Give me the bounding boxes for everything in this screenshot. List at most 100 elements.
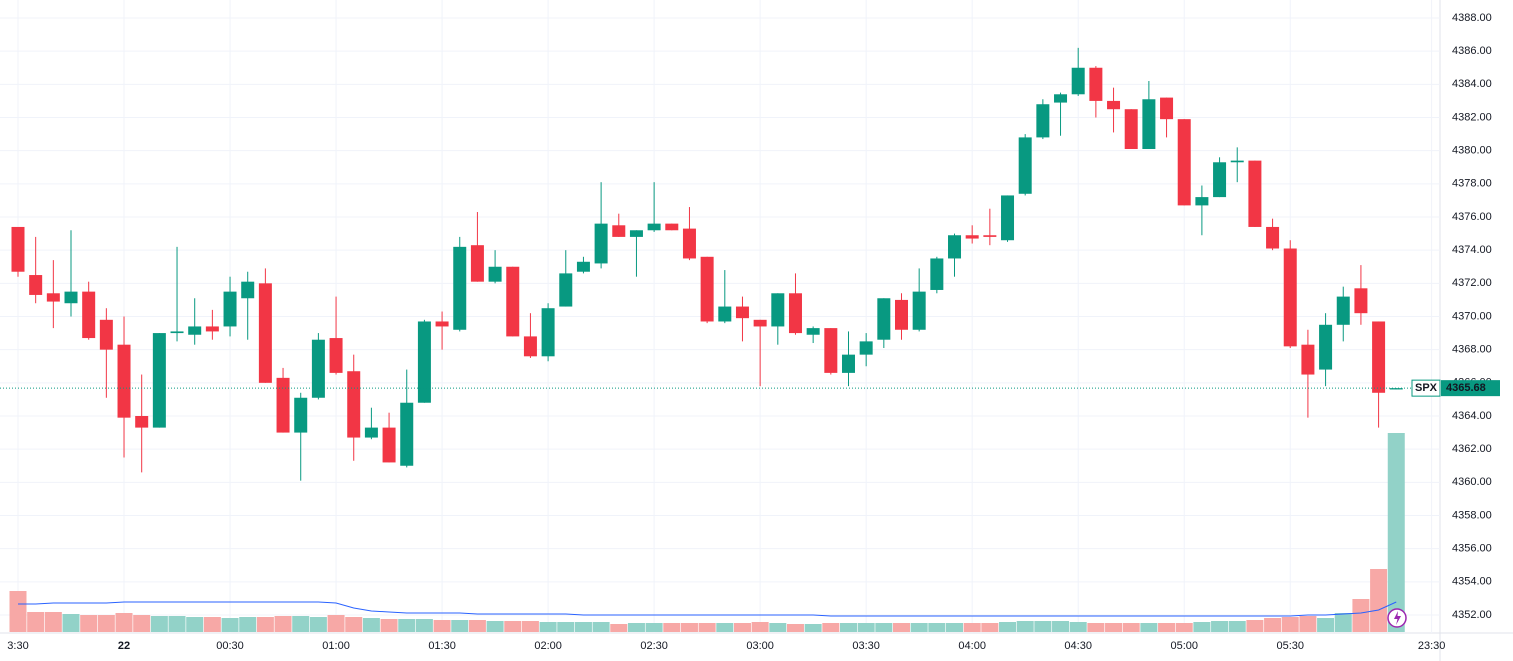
volume-bar	[256, 617, 274, 632]
x-tick-label: 22	[118, 640, 130, 652]
volume-bar	[1264, 618, 1282, 632]
candle-body	[364, 427, 378, 438]
candle-body	[665, 223, 679, 231]
axes: 4352.00 4354.00 4356.00 4358.00 4360.00 4362.…	[0, 12, 1500, 652]
y-tick-label: 4364.00	[1452, 410, 1492, 422]
candle-body	[1248, 160, 1262, 227]
x-tick-label: 03:00	[746, 640, 774, 652]
candle-body	[347, 371, 361, 438]
x-tick-label: 02:30	[640, 640, 668, 652]
y-tick-label: 4356.00	[1452, 543, 1492, 555]
volume-bar	[1211, 621, 1229, 632]
candle-body	[1142, 99, 1156, 150]
volume-bar	[680, 623, 698, 632]
x-tick-label: 00:30	[216, 640, 244, 652]
volume-bar	[345, 617, 363, 632]
price-tag	[1441, 380, 1500, 397]
volume-bar	[1122, 623, 1140, 632]
candle-body	[188, 326, 202, 335]
x-tick-label: 01:00	[322, 640, 350, 652]
candle-body	[541, 308, 555, 357]
candle-body	[576, 261, 590, 272]
candle-body	[629, 230, 643, 237]
volume-bar	[928, 623, 946, 632]
candle-body	[594, 223, 608, 264]
volume-bar	[44, 612, 62, 632]
x-tick-label: 04:30	[1064, 640, 1092, 652]
candle-body	[99, 319, 113, 350]
x-tick-label: 05:00	[1170, 640, 1198, 652]
volume-bar	[1052, 621, 1070, 632]
candle-body	[877, 298, 891, 340]
candle-body	[46, 293, 60, 302]
candle-body	[841, 354, 855, 373]
volume-bar	[80, 615, 98, 632]
volume-bar	[716, 623, 734, 632]
candle-body	[170, 331, 184, 334]
candle-body	[435, 321, 449, 327]
candle-body	[612, 225, 626, 237]
volume-bar	[9, 591, 27, 632]
y-tick-label: 4358.00	[1452, 509, 1492, 521]
volume-bar	[1387, 433, 1405, 632]
candle-body	[1213, 162, 1227, 198]
volume-bar	[981, 623, 999, 632]
volume-bar	[875, 623, 893, 632]
volume-bar	[627, 623, 645, 632]
candle-body	[771, 293, 785, 327]
volume-bar	[574, 622, 592, 632]
volume-bar	[521, 621, 539, 632]
volume-bar	[1352, 599, 1370, 632]
volume-bar	[786, 624, 804, 632]
volume-bar	[274, 616, 292, 632]
candle-body	[294, 397, 308, 433]
volume-bar	[203, 617, 221, 632]
candle-body	[223, 291, 237, 327]
y-tick-label: 4384.00	[1452, 78, 1492, 90]
volume-bar	[1228, 621, 1246, 632]
candle-body	[311, 339, 325, 398]
candle-body	[912, 291, 926, 330]
volume-bar	[1370, 569, 1388, 632]
candle-body	[276, 377, 290, 433]
y-tick-label: 4386.00	[1452, 45, 1492, 57]
candle-body	[382, 427, 396, 463]
volume-bar	[1069, 622, 1087, 632]
candle-body	[64, 291, 78, 304]
candle-body	[329, 338, 343, 373]
candle-body	[930, 258, 944, 290]
volume-bar	[769, 623, 787, 632]
alert-bolt	[1394, 611, 1401, 625]
candle-body	[1054, 94, 1068, 103]
volume-bar	[362, 618, 380, 632]
volume-bar	[1105, 623, 1123, 632]
volume-bar	[1246, 620, 1264, 632]
candle-body	[488, 266, 502, 282]
candle-body	[1283, 248, 1297, 347]
volume-bar	[1034, 621, 1052, 632]
volume-bar	[97, 615, 115, 632]
volume-bar	[186, 617, 204, 632]
candle-body	[523, 336, 537, 357]
last-price-label: 4365.68	[1446, 382, 1486, 394]
candle-body	[806, 328, 820, 335]
volume-bar	[610, 624, 628, 632]
symbol-label: SPX	[1415, 382, 1438, 394]
candle-body	[965, 235, 979, 239]
candle-body	[983, 235, 997, 237]
volume-bar	[751, 622, 769, 632]
volume-bar	[504, 621, 522, 632]
volume-bar	[733, 623, 751, 632]
candle-body	[1195, 197, 1209, 206]
volume-bar	[380, 619, 398, 632]
candles	[11, 47, 1403, 481]
volume-bar	[1299, 616, 1317, 632]
candle-body	[859, 341, 873, 355]
volume-bar	[557, 622, 575, 632]
candle-body	[1071, 67, 1085, 95]
volume-bar	[451, 620, 469, 632]
y-tick-label: 4372.00	[1452, 277, 1492, 289]
volume-bar	[398, 619, 416, 632]
